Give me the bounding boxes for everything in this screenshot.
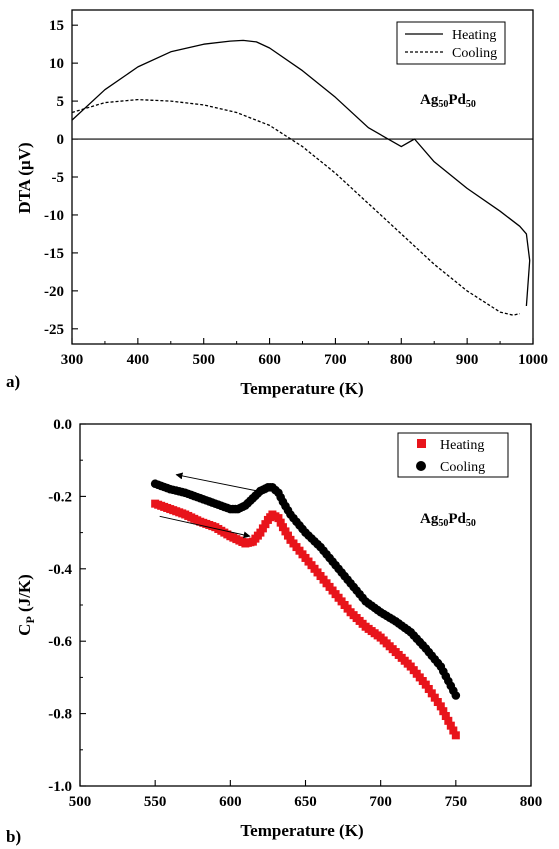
- panel-b-arrow-2: [159, 515, 251, 539]
- panel-a-ylabel: DTA (µV): [15, 142, 34, 213]
- panel-b-heating-point: [439, 707, 448, 716]
- panel-a-legend: Heating Cooling: [396, 21, 506, 65]
- panel-b-arrows: [159, 472, 267, 539]
- panel-a-tick-labels: 300 400 500 600 700 800 900 1000 -25 -20 -15 -10 -5 0…: [44, 18, 548, 368]
- panel-a-x-tick-label: 700: [324, 352, 347, 368]
- panel-b-y-tick-label: -0.4: [48, 562, 72, 578]
- panel-b-legend-cooling-label: Cooling: [440, 460, 485, 475]
- panel-a-y-tick-label: -20: [44, 284, 64, 300]
- panel-b-heating-point: [281, 527, 290, 536]
- panel-b-ylabel: CP (J/K): [15, 574, 37, 636]
- panel-b-y-tick-label: -0.6: [48, 634, 72, 650]
- panel-b-y-tick-label: -0.8: [48, 707, 72, 723]
- panel-b-x-tick-label: 600: [219, 794, 242, 810]
- panel-a-x-tick-label: 300: [61, 352, 84, 368]
- panel-a-annotation: Ag50Pd50: [420, 92, 476, 110]
- panel-a-x-tick-label: 900: [456, 352, 479, 368]
- panel-a-series: [71, 39, 531, 316]
- panel-b-cooling-point: [451, 691, 461, 700]
- panel-b-x-tick-label: 700: [369, 794, 392, 810]
- panel-b-xlabel: Temperature (K): [240, 821, 363, 840]
- panel-b-heating-point: [427, 689, 436, 698]
- panel-b-plot-frame: [79, 423, 532, 787]
- panel-a-y-tick-label: -10: [44, 208, 64, 224]
- panel-a-y-tick-label: -5: [52, 170, 65, 186]
- panel-b-legend: Heating Cooling: [397, 432, 509, 478]
- panel-b-heating-point: [444, 716, 453, 725]
- panel-a-dta-chart: 300 400 500 600 700 800 900 1000 -25 -20 -15 -10 -5 0…: [6, 9, 548, 398]
- panel-a-x-tick-label: 600: [258, 352, 281, 368]
- panel-b-x-tick-label: 500: [69, 794, 92, 810]
- panel-a-ticks: [71, 24, 534, 344]
- panel-b-label: b): [6, 827, 21, 846]
- panel-b-heating-point: [276, 518, 285, 527]
- panel-a-y-tick-label: 5: [57, 94, 65, 110]
- panel-a-legend-box: [396, 21, 506, 65]
- panel-a-series-heating-line: [71, 39, 531, 307]
- panel-b-annotation: Ag50Pd50: [420, 511, 476, 529]
- panel-b-cp-chart: 500 550 600 650 700 750 800 -1.0 -0.8 -0.6 -0.4 -0.…: [6, 417, 542, 846]
- panel-b-heating-point: [256, 528, 265, 537]
- panel-a-legend-cooling-label: Cooling: [452, 46, 497, 61]
- panel-b-x-tick-label: 550: [144, 794, 167, 810]
- panel-b-heating-point: [283, 531, 292, 540]
- panel-a-y-tick-label: 15: [49, 18, 64, 34]
- panel-a-x-tick-label: 500: [192, 352, 215, 368]
- panel-b-heating-point: [278, 523, 287, 532]
- panel-a-legend-heating-label: Heating: [452, 28, 496, 43]
- panel-b-x-tick-label: 800: [520, 794, 543, 810]
- panel-b-ticks: [79, 423, 532, 787]
- panel-b-heating-point: [274, 514, 283, 523]
- panel-b-y-tick-label: 0.0: [53, 417, 72, 433]
- panel-a-series-cooling-line: [71, 98, 520, 316]
- panel-a-x-tick-label: 400: [127, 352, 150, 368]
- panel-b-heating-point: [436, 702, 445, 711]
- panel-b-x-tick-label: 650: [294, 794, 317, 810]
- panel-a-y-tick-label: 0: [57, 132, 65, 148]
- panel-b-heating-point: [451, 731, 460, 740]
- panel-b-y-tick-label: -0.2: [48, 489, 72, 505]
- panel-b-y-tick-label: -1.0: [48, 779, 72, 795]
- panel-b-legend-box: [397, 432, 509, 478]
- panel-b-series: [150, 479, 461, 740]
- panel-b-legend-cooling-marker: [416, 461, 426, 471]
- panel-a-x-tick-label: 800: [390, 352, 413, 368]
- panel-b-heating-point: [446, 721, 455, 730]
- panel-b-arrow-1: [175, 472, 267, 494]
- panel-b-x-tick-label: 750: [445, 794, 468, 810]
- panel-a-x-tick-label: 1000: [518, 352, 548, 368]
- panel-b-legend-heating-label: Heating: [440, 438, 484, 453]
- panel-a-xlabel: Temperature (K): [240, 379, 363, 398]
- panel-b-heating-point: [430, 693, 439, 702]
- panel-b-heating-point: [424, 684, 433, 693]
- panel-b-heating-point: [421, 680, 430, 689]
- panel-a-y-tick-label: -25: [44, 322, 64, 338]
- panel-a-label: a): [6, 372, 20, 391]
- panel-b-heating-point: [449, 726, 458, 735]
- panel-b-heating-point: [433, 698, 442, 707]
- panel-a-y-tick-label: -15: [44, 246, 64, 262]
- panel-b-heating-point: [258, 524, 267, 533]
- panel-a-y-tick-label: 10: [49, 56, 64, 72]
- panel-b-legend-heating-marker: [417, 439, 426, 448]
- panel-b-tick-labels: 500 550 600 650 700 750 800 -1.0 -0.8 -0.6 -0.4 -0.…: [48, 417, 542, 810]
- panel-b-heating-point: [261, 520, 270, 529]
- panel-b-heating-point: [441, 712, 450, 721]
